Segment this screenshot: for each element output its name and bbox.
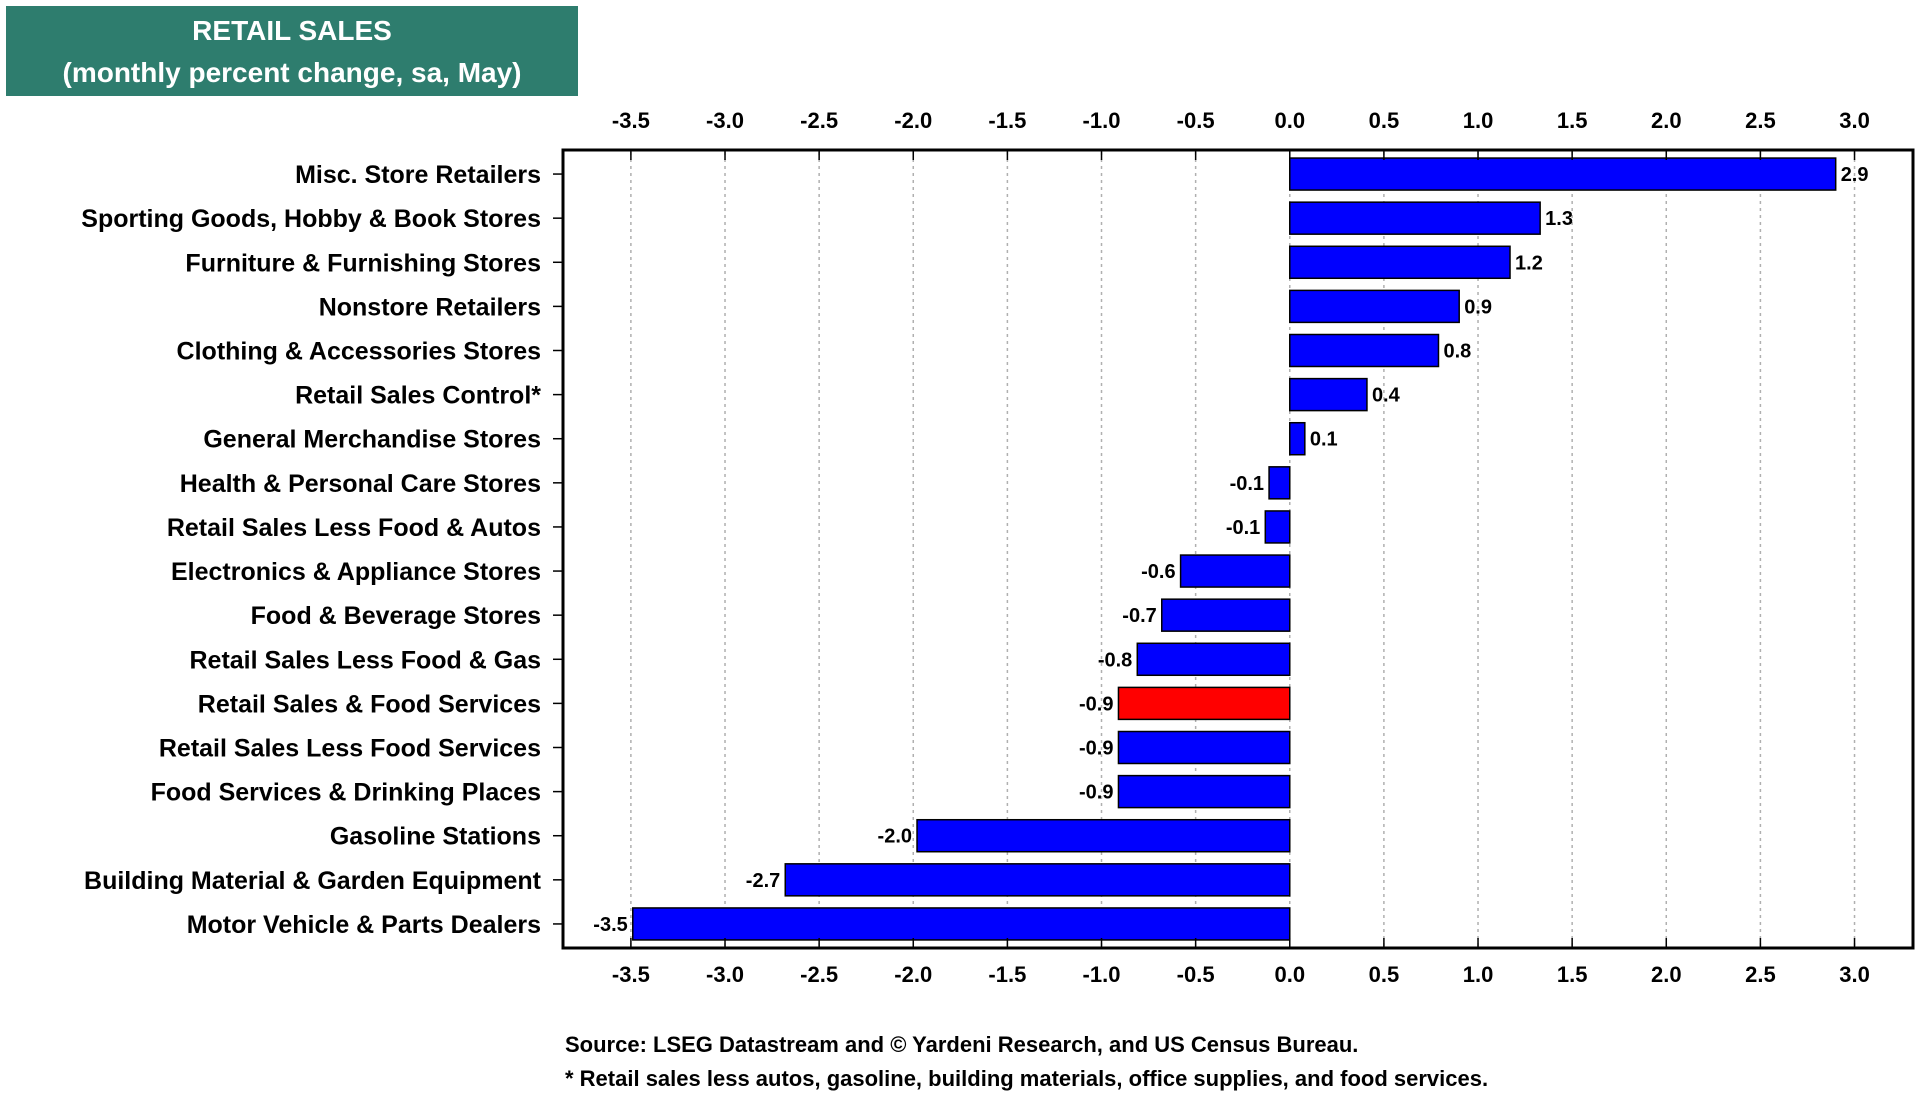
value-label: 1.3 bbox=[1545, 208, 1573, 230]
category-label: Gasoline Stations bbox=[330, 823, 541, 851]
value-label: 0.1 bbox=[1310, 429, 1338, 451]
bar bbox=[1179, 554, 1291, 588]
category-labels: Misc. Store Retailers Sporting Goods, Hob… bbox=[81, 161, 563, 939]
x-tick-label-bottom: 0.0 bbox=[1274, 962, 1305, 987]
x-tick-label-bottom: 2.5 bbox=[1745, 962, 1776, 987]
x-tick-label-top: -0.5 bbox=[1177, 108, 1215, 133]
x-tick-label-bottom: 1.5 bbox=[1557, 962, 1588, 987]
bar bbox=[1117, 774, 1291, 809]
x-tick-label-top: 0.5 bbox=[1369, 108, 1400, 133]
category-label: Retail Sales & Food Services bbox=[198, 690, 541, 718]
bar bbox=[1117, 686, 1291, 721]
bar bbox=[1136, 642, 1291, 677]
category-label: Electronics & Appliance Stores bbox=[171, 558, 541, 586]
x-tick-label-bottom: 3.0 bbox=[1839, 962, 1870, 987]
x-tick-label-top: -1.0 bbox=[1083, 108, 1121, 133]
bar bbox=[784, 863, 1291, 897]
bar bbox=[1289, 201, 1541, 235]
x-tick-label-bottom: -1.5 bbox=[988, 962, 1026, 987]
value-label: 0.8 bbox=[1443, 341, 1471, 363]
category-label: Furniture & Furnishing Stores bbox=[185, 249, 541, 277]
category-label: Food & Beverage Stores bbox=[251, 602, 541, 630]
x-tick-label-top: -1.5 bbox=[988, 108, 1026, 133]
bar bbox=[1289, 245, 1511, 280]
category-label: Retail Sales Less Food & Autos bbox=[167, 514, 541, 542]
value-label: 2.9 bbox=[1841, 164, 1869, 186]
value-label: -0.1 bbox=[1230, 473, 1264, 495]
footer: Source: LSEG Datastream and © Yardeni Re… bbox=[565, 1028, 1488, 1096]
x-tick-label-bottom: 1.0 bbox=[1463, 962, 1494, 987]
x-tick-label-top: -2.5 bbox=[800, 108, 838, 133]
value-label: -2.0 bbox=[878, 826, 912, 848]
category-label: Clothing & Accessories Stores bbox=[177, 338, 541, 366]
retail-sales-bar-chart: 2.9 1.31.2 0.9 0.8 0.4 0.1 -0.1 -0.1 -0.6 -0.7 -0.… bbox=[81, 108, 1915, 987]
x-tick-label-top: 2.5 bbox=[1745, 108, 1776, 133]
footnote: * Retail sales less autos, gasoline, bui… bbox=[565, 1066, 1489, 1091]
value-label: -2.7 bbox=[746, 870, 780, 892]
value-label: -0.9 bbox=[1079, 693, 1113, 715]
x-tick-label-top: -2.0 bbox=[894, 108, 932, 133]
chart-title-box: RETAIL SALES (monthly percent change, sa… bbox=[6, 6, 578, 96]
x-tick-label-bottom: -2.0 bbox=[894, 962, 932, 987]
value-label: 0.9 bbox=[1464, 296, 1492, 318]
bars bbox=[632, 157, 1837, 941]
x-tick-label-bottom: 0.5 bbox=[1369, 962, 1400, 987]
x-tick-label-bottom: -3.0 bbox=[706, 962, 744, 987]
category-label: Retail Sales Less Food Services bbox=[159, 735, 541, 763]
bar bbox=[1289, 157, 1837, 191]
value-label: -0.8 bbox=[1098, 649, 1132, 671]
category-label: Nonstore Retailers bbox=[319, 293, 541, 321]
value-label: -0.9 bbox=[1079, 782, 1113, 804]
bar bbox=[632, 907, 1291, 941]
chart-subtitle: (monthly percent change, sa, May) bbox=[62, 57, 522, 88]
x-tick-label-top: 3.0 bbox=[1839, 108, 1870, 133]
value-labels: 2.9 1.31.2 0.9 0.8 0.4 0.1 -0.1 -0.1 -0.6 -0.7 -0.… bbox=[593, 164, 1868, 936]
bar bbox=[1268, 466, 1291, 500]
value-label: -3.5 bbox=[593, 914, 627, 936]
x-tick-label-bottom: -0.5 bbox=[1177, 962, 1215, 987]
x-tick-label-top: -3.5 bbox=[612, 108, 650, 133]
x-tick-label-bottom: -3.5 bbox=[612, 962, 650, 987]
x-tick-label-top: 0.0 bbox=[1274, 108, 1305, 133]
x-tick-label-top: 1.0 bbox=[1463, 108, 1494, 133]
category-label: Retail Sales Less Food & Gas bbox=[189, 646, 541, 674]
bar bbox=[1289, 333, 1440, 368]
x-tick-label-top: 2.0 bbox=[1651, 108, 1682, 133]
value-label: -0.7 bbox=[1122, 605, 1156, 627]
bar bbox=[916, 818, 1291, 853]
x-tick-label-bottom: -1.0 bbox=[1083, 962, 1121, 987]
category-label: Food Services & Drinking Places bbox=[151, 779, 541, 807]
category-label: Sporting Goods, Hobby & Book Stores bbox=[81, 205, 541, 233]
chart-title: RETAIL SALES bbox=[192, 15, 392, 46]
category-label: Building Material & Garden Equipment bbox=[84, 867, 542, 895]
x-tick-label-top: -3.0 bbox=[706, 108, 744, 133]
value-label: -0.1 bbox=[1226, 517, 1260, 539]
category-label: Misc. Store Retailers bbox=[295, 161, 541, 189]
x-tick-label-top: 1.5 bbox=[1557, 108, 1588, 133]
category-label: Retail Sales Control* bbox=[295, 382, 541, 410]
source-note: Source: LSEG Datastream and © Yardeni Re… bbox=[565, 1032, 1359, 1057]
bar bbox=[1289, 289, 1460, 324]
value-label: -0.6 bbox=[1141, 561, 1175, 583]
bar bbox=[1264, 510, 1291, 544]
bar bbox=[1161, 598, 1291, 632]
bar bbox=[1117, 730, 1291, 765]
axis-ticks: -3.5 -3.5 -3.0 -3.0 -2.5 -2.5 -2.0 -2.0 -1.5 -1.5… bbox=[612, 108, 1870, 987]
plot-frame bbox=[561, 148, 1915, 950]
x-tick-label-bottom: 2.0 bbox=[1651, 962, 1682, 987]
value-label: 1.2 bbox=[1515, 252, 1543, 274]
category-label: Motor Vehicle & Parts Dealers bbox=[187, 911, 541, 939]
bar bbox=[1289, 421, 1306, 456]
x-tick-label-bottom: -2.5 bbox=[800, 962, 838, 987]
value-label: 0.4 bbox=[1372, 385, 1401, 407]
category-label: General Merchandise Stores bbox=[203, 426, 541, 454]
bar bbox=[1289, 377, 1368, 412]
value-label: -0.9 bbox=[1079, 738, 1113, 760]
category-label: Health & Personal Care Stores bbox=[180, 470, 541, 498]
